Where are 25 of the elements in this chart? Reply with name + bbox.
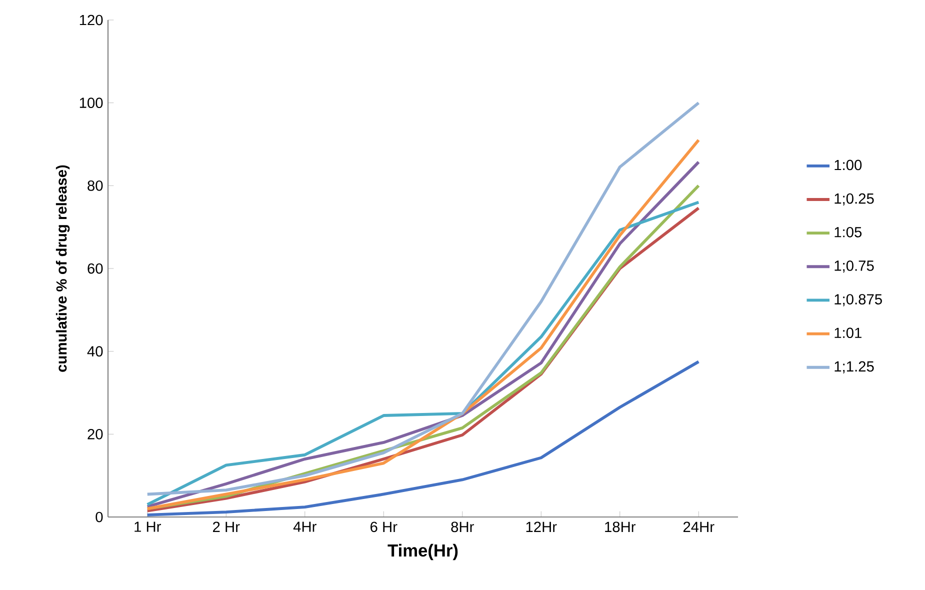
legend-label: 1:00 [834, 160, 862, 170]
x-axis-title: Time(Hr) [388, 544, 458, 560]
y-axis-title: cumulative % of drug release) [56, 165, 70, 372]
x-tick-label: 12Hr [526, 522, 557, 532]
x-tick-label: 1 Hr [134, 522, 161, 532]
y-tick-label: 100 [80, 98, 103, 108]
y-tick-label: 0 [96, 512, 103, 522]
y-tick-label: 80 [88, 180, 103, 191]
x-tick-label: 8Hr [451, 522, 474, 532]
x-tick-label: 18Hr [605, 522, 636, 532]
y-tick-label: 40 [87, 346, 103, 357]
legend-label: 1;0.875 [834, 294, 882, 306]
legend-label: 1:01 [834, 328, 862, 338]
legend-label: 1;1.25 [834, 361, 874, 374]
x-tick-label: 24Hr [683, 522, 714, 532]
y-tick-label: 120 [80, 14, 103, 26]
y-tick-label: 20 [88, 428, 103, 440]
line-series [146, 360, 700, 516]
y-tick-label: 60 [88, 263, 103, 274]
legend-label: 1;0.25 [834, 193, 874, 206]
x-tick-label: 6 Hr [370, 522, 398, 532]
legend-label: 1:05 [834, 226, 862, 238]
x-tick-label: 2 Hr [213, 522, 240, 532]
x-tick-label: 4Hr [293, 522, 316, 532]
legend-label: 1;0.75 [834, 260, 874, 273]
